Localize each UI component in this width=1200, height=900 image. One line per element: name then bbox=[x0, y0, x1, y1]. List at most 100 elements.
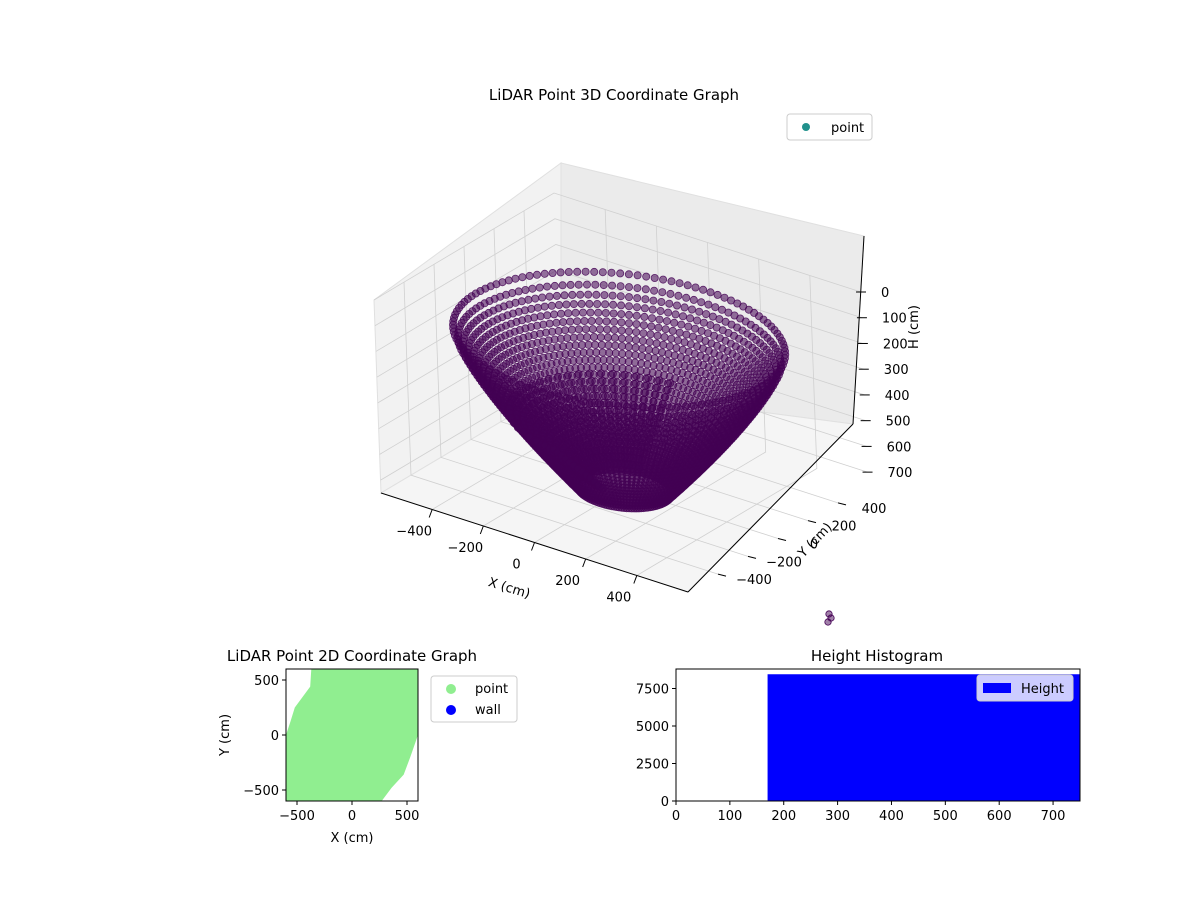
z-tick-label: 400 bbox=[885, 389, 910, 404]
data-point bbox=[552, 291, 561, 300]
data-point bbox=[666, 289, 675, 298]
data-point bbox=[620, 378, 629, 387]
data-point bbox=[642, 272, 651, 281]
data-point bbox=[570, 386, 579, 395]
z-axis-label: H (cm) bbox=[907, 305, 922, 349]
data-point bbox=[536, 377, 545, 386]
data-point bbox=[625, 302, 634, 311]
y-tick-label: 400 bbox=[862, 502, 887, 517]
data-point bbox=[586, 308, 595, 317]
data-point bbox=[604, 341, 613, 350]
data-point bbox=[557, 396, 566, 405]
data-point bbox=[662, 317, 671, 326]
data-point bbox=[702, 408, 711, 417]
data-point bbox=[652, 339, 661, 348]
x-tick-label-2d: −500 bbox=[279, 809, 315, 824]
data-point bbox=[613, 414, 622, 423]
x-tick-label: −200 bbox=[447, 541, 483, 556]
data-point-stray bbox=[824, 618, 832, 626]
z-tick-label: 0 bbox=[881, 286, 889, 301]
chart-2d-title: LiDAR Point 2D Coordinate Graph bbox=[227, 647, 477, 665]
data-point bbox=[704, 300, 713, 309]
data-point bbox=[697, 400, 706, 409]
data-point bbox=[722, 404, 731, 413]
chart-2d: LiDAR Point 2D Coordinate Graph −500−500… bbox=[218, 647, 518, 846]
data-point bbox=[556, 268, 565, 277]
data-point bbox=[624, 270, 633, 279]
data-point bbox=[577, 377, 586, 386]
data-point bbox=[638, 336, 647, 345]
x-tick-label-hist: 100 bbox=[717, 809, 742, 824]
y-tick-label-hist: 5000 bbox=[636, 720, 669, 735]
data-point bbox=[568, 290, 577, 299]
chart-3d-title: LiDAR Point 3D Coordinate Graph bbox=[489, 86, 739, 104]
data-point bbox=[603, 333, 612, 342]
data-point bbox=[644, 373, 653, 382]
data-point bbox=[527, 304, 536, 313]
data-point bbox=[608, 281, 617, 290]
data-point bbox=[632, 372, 641, 381]
data-point bbox=[639, 321, 648, 330]
data-point bbox=[583, 415, 592, 424]
data-point bbox=[620, 423, 629, 432]
data-point bbox=[684, 322, 693, 331]
data-point bbox=[601, 300, 610, 309]
y-tick-label-2d: −500 bbox=[243, 784, 279, 799]
data-point bbox=[683, 281, 692, 290]
data-point bbox=[590, 415, 599, 424]
data-point bbox=[591, 340, 600, 349]
data-point bbox=[560, 291, 569, 300]
data-point bbox=[664, 308, 673, 317]
x-tick-label-2d: 500 bbox=[395, 809, 420, 824]
data-point bbox=[611, 349, 620, 358]
data-point bbox=[601, 392, 610, 401]
data-point bbox=[679, 312, 688, 321]
data-point bbox=[641, 388, 650, 397]
data-point bbox=[609, 377, 618, 386]
data-point bbox=[557, 309, 566, 318]
data-point bbox=[550, 281, 559, 290]
data-point bbox=[647, 322, 656, 331]
legend-2d: point wall bbox=[430, 675, 518, 723]
data-point bbox=[573, 267, 582, 276]
data-point bbox=[518, 273, 527, 282]
data-point bbox=[528, 380, 537, 389]
data-point bbox=[656, 306, 665, 315]
data-point bbox=[641, 285, 650, 294]
data-point bbox=[611, 399, 620, 408]
data-point bbox=[592, 290, 601, 299]
data-point bbox=[597, 414, 606, 423]
y-tick-label: −200 bbox=[766, 555, 802, 570]
x-tick-label: −400 bbox=[396, 525, 432, 540]
data-point bbox=[538, 293, 547, 302]
data-point bbox=[617, 334, 626, 343]
data-point bbox=[651, 346, 660, 355]
data-point bbox=[561, 387, 570, 396]
data-point bbox=[638, 403, 647, 412]
data-point bbox=[617, 318, 626, 327]
data-point bbox=[574, 325, 583, 334]
data-point bbox=[598, 484, 607, 493]
histogram-title: Height Histogram bbox=[811, 647, 943, 665]
data-point bbox=[673, 301, 682, 310]
data-point bbox=[645, 338, 654, 347]
x-tick-label: 0 bbox=[512, 558, 520, 573]
data-point bbox=[566, 317, 575, 326]
data-point bbox=[616, 269, 625, 278]
data-point bbox=[543, 282, 552, 291]
x-tick-label-hist: 400 bbox=[879, 809, 904, 824]
data-point bbox=[536, 312, 545, 321]
y-tick-label-hist: 0 bbox=[661, 795, 669, 810]
data-point bbox=[613, 422, 622, 431]
data-point bbox=[631, 335, 640, 344]
data-point bbox=[646, 330, 655, 339]
y-tick-label-hist: 2500 bbox=[636, 758, 669, 773]
legend-histogram-swatch bbox=[983, 683, 1011, 693]
y-tick-label-hist: 7500 bbox=[636, 683, 669, 698]
x-tick-label-hist: 200 bbox=[771, 809, 796, 824]
data-point bbox=[584, 290, 593, 299]
data-point bbox=[618, 342, 627, 351]
data-point bbox=[640, 312, 649, 321]
data-point bbox=[620, 415, 629, 424]
grid-line-h bbox=[374, 218, 863, 327]
